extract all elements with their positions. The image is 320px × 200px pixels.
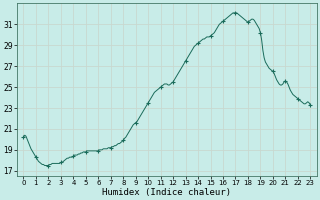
X-axis label: Humidex (Indice chaleur): Humidex (Indice chaleur) bbox=[102, 188, 231, 197]
